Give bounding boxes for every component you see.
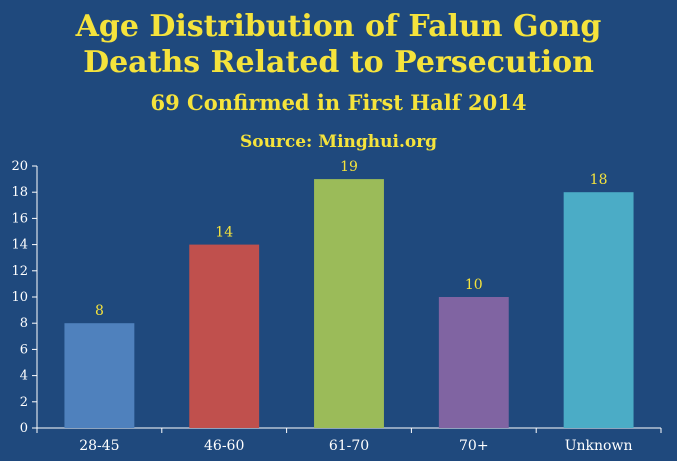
y-tick-label: 16 bbox=[11, 211, 28, 226]
x-category-label: 61-70 bbox=[329, 438, 369, 454]
bar-70- bbox=[438, 297, 509, 428]
data-label: 14 bbox=[215, 225, 233, 241]
bar-28-45 bbox=[64, 323, 135, 428]
chart-title-line-2: Deaths Related to Persecution bbox=[83, 45, 594, 80]
bars bbox=[64, 179, 634, 428]
y-tick-label: 20 bbox=[11, 159, 28, 174]
y-tick-label: 14 bbox=[11, 238, 28, 253]
x-category-label: Unknown bbox=[565, 438, 633, 454]
y-tick-label: 2 bbox=[20, 395, 28, 410]
x-category-label: 28-45 bbox=[79, 438, 119, 454]
bar-61-70 bbox=[314, 179, 384, 428]
data-label: 18 bbox=[590, 172, 608, 188]
x-category-label: 46-60 bbox=[204, 438, 244, 454]
x-category-label: 70+ bbox=[459, 438, 489, 454]
y-tick-label: 4 bbox=[20, 369, 28, 384]
y-tick-label: 8 bbox=[20, 316, 28, 331]
y-tick-label: 18 bbox=[11, 185, 28, 200]
y-tick-label: 10 bbox=[11, 290, 28, 305]
data-label: 19 bbox=[340, 159, 358, 175]
data-label: 10 bbox=[465, 277, 483, 293]
chart-title-line-1: Age Distribution of Falun Gong bbox=[75, 9, 602, 44]
chart-source: Source: Minghui.org bbox=[239, 132, 438, 152]
y-tick-label: 0 bbox=[20, 421, 28, 436]
data-label: 8 bbox=[95, 303, 104, 319]
bar-46-60 bbox=[189, 244, 260, 428]
chart-subtitle: 69 Confirmed in First Half 2014 bbox=[150, 90, 527, 115]
axes: 0 2 4 6 8 10 12 14 16 18 20 bbox=[11, 159, 662, 436]
y-tick-label: 12 bbox=[11, 264, 28, 279]
y-tick-label: 6 bbox=[20, 342, 28, 357]
labels: 8 28-45 14 46-60 19 61-70 10 70+ 18 Unknown bbox=[79, 159, 632, 454]
bar-unknown bbox=[563, 192, 634, 428]
